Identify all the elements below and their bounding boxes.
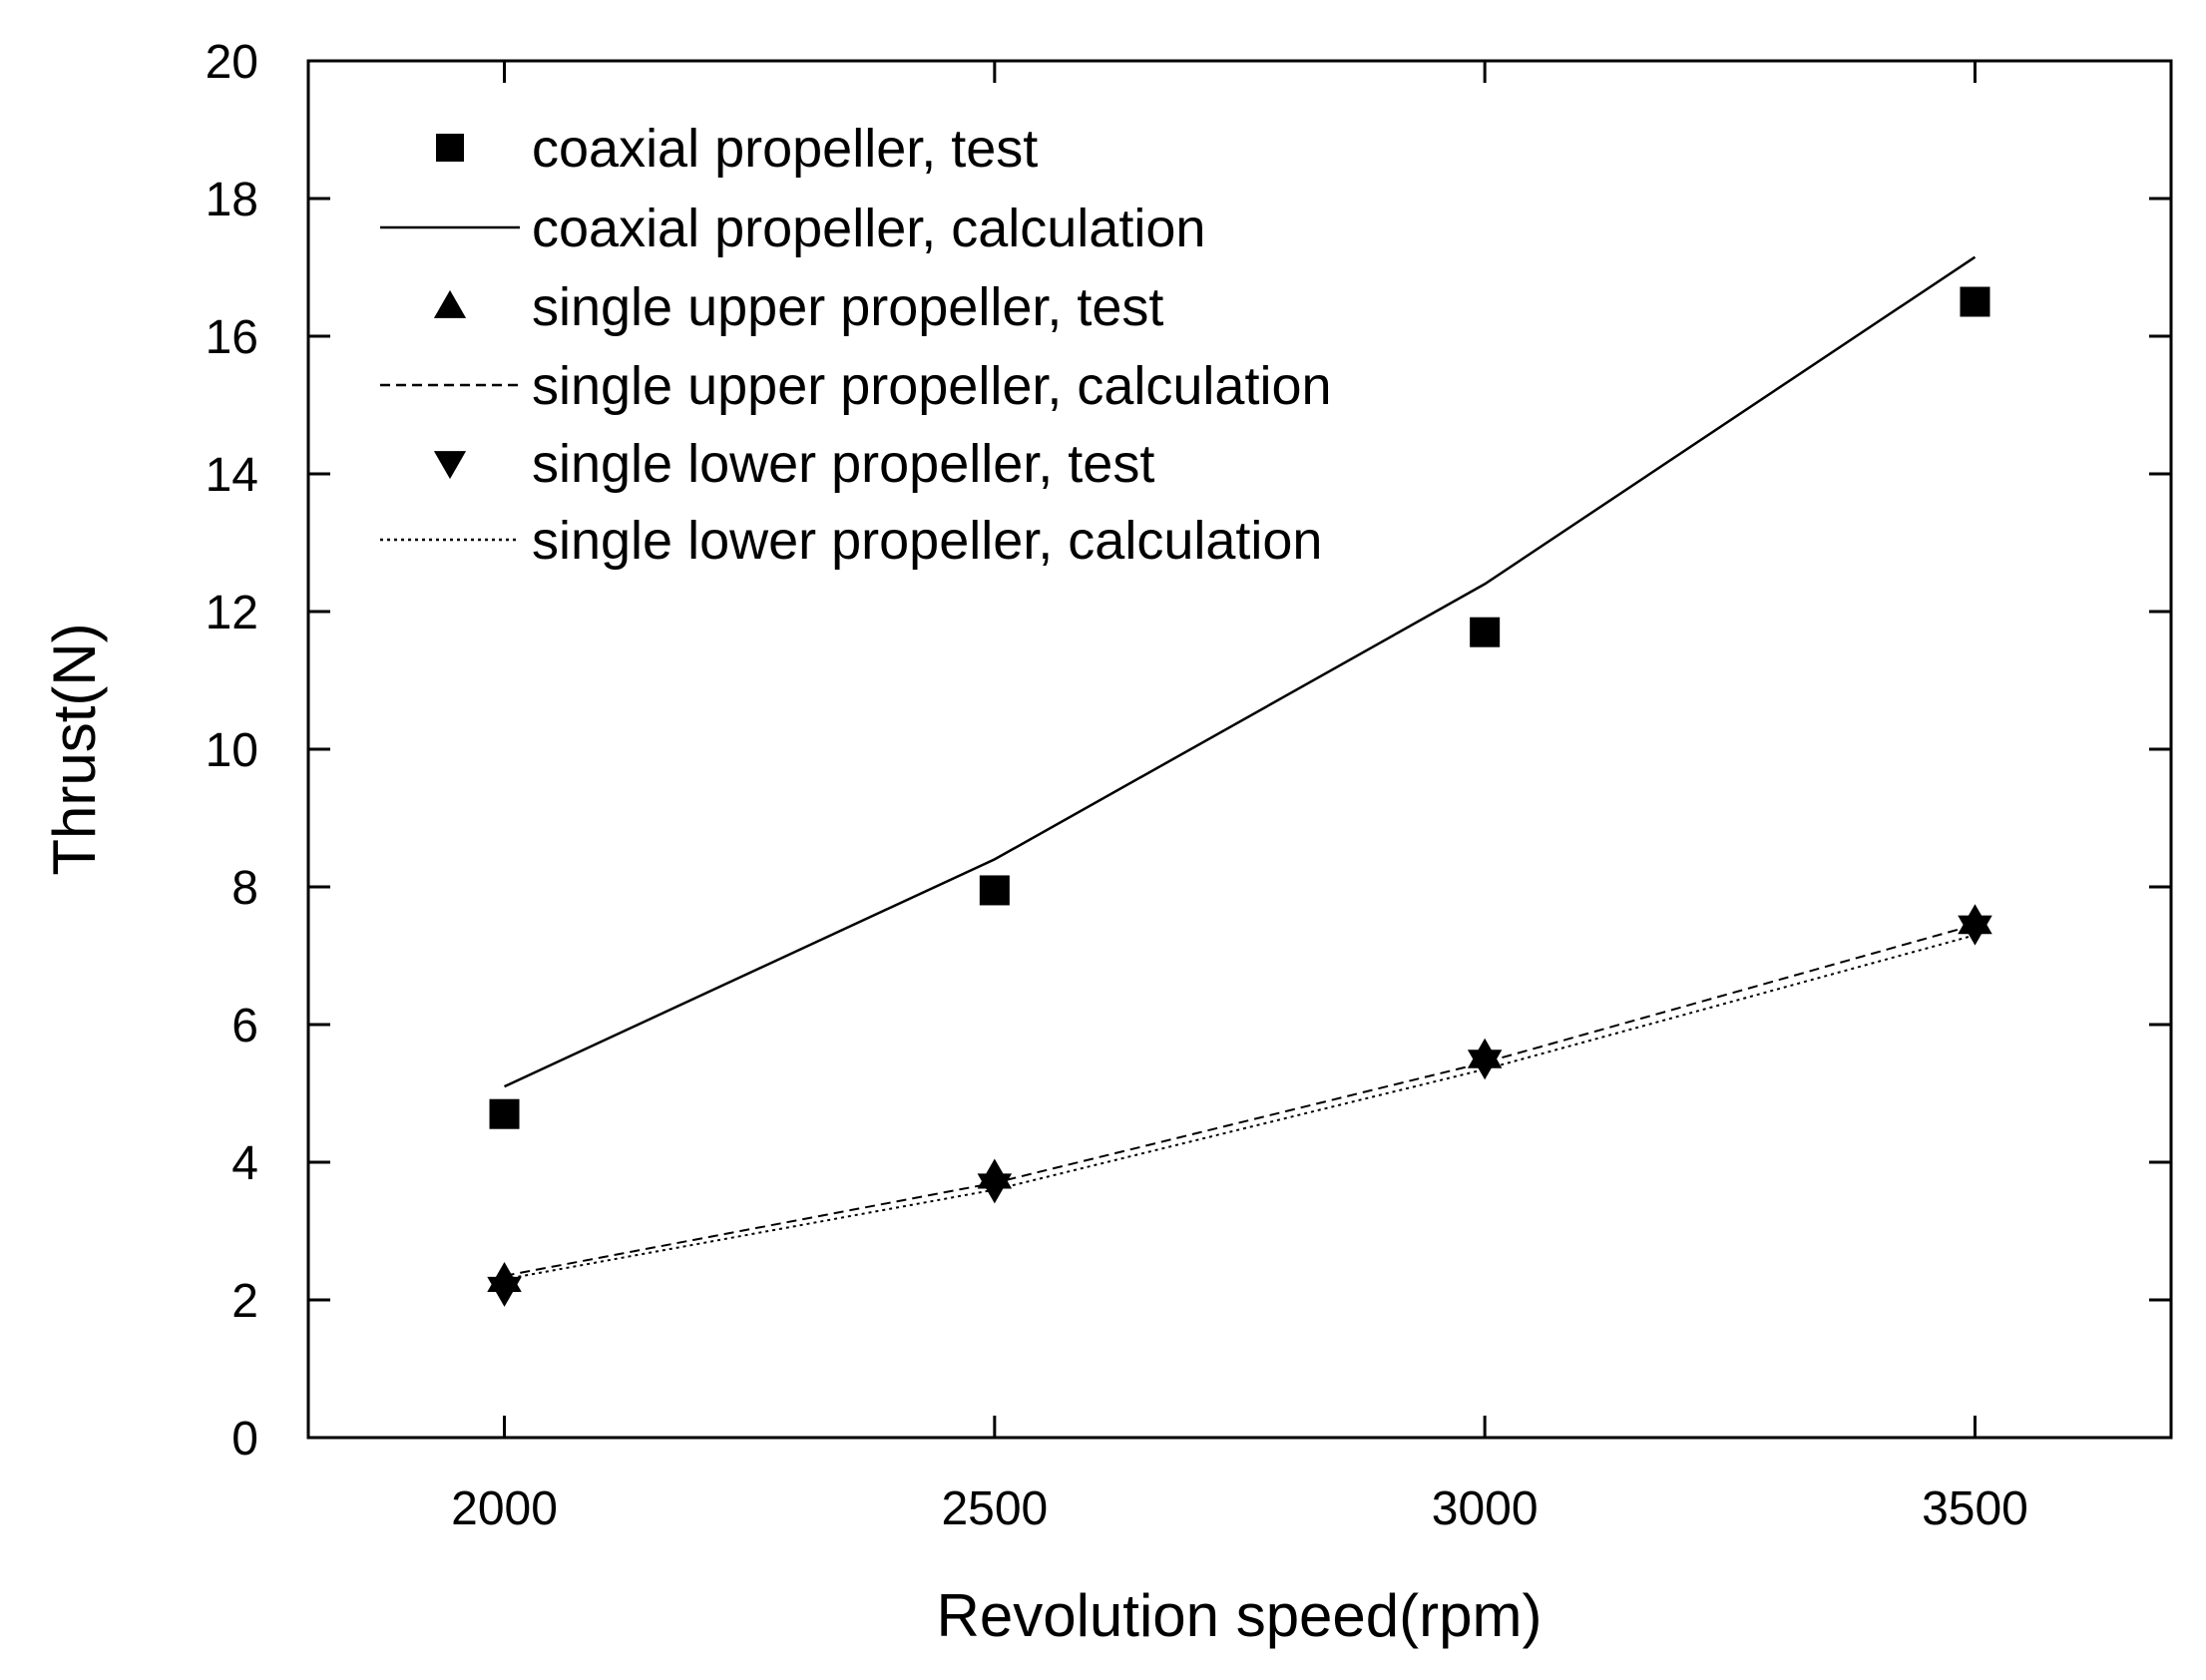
legend-label: coaxial propeller, test [532,119,1038,179]
data-point [489,1098,520,1129]
x-tick-label: 3500 [1922,1482,2028,1535]
y-tick-label: 10 [206,724,258,777]
data-point [977,1173,1013,1204]
legend-item: single upper propeller, test [433,277,1163,337]
legend-label: single lower propeller, calculation [532,511,1322,571]
legend-marker [433,451,467,480]
legend-marker [433,289,467,318]
data-point [1960,286,1990,317]
data-point [1958,915,1992,946]
series-line [504,923,1976,1277]
data-point [487,1276,522,1307]
legend-item: coaxial propeller, calculation [380,199,1205,258]
series-4-markers [487,915,1992,1307]
legend-label: coaxial propeller, calculation [532,199,1205,258]
legend-item: single upper propeller, calculation [380,356,1332,416]
legend-label: single upper propeller, calculation [532,356,1332,416]
series-3-line [504,923,1976,1277]
series-1-line [504,255,1977,1088]
legend-label: single upper propeller, test [532,277,1163,337]
data-point [1470,617,1501,647]
legend-label: single lower propeller, test [532,434,1154,494]
series-0-markers [489,286,1990,1129]
y-tick-label: 8 [231,862,258,915]
series-layer [487,255,1992,1307]
plot-frame [306,59,2173,1440]
series-line [504,255,1977,1088]
y-tick-label: 6 [231,1000,258,1052]
legend: coaxial propeller, test coaxial propeller… [380,119,1332,571]
data-point [979,875,1010,906]
axis-ticks: 0 2 4 6 8 10 12 14 16 18 20 2000 2500 3000 3500 [206,36,2171,1535]
legend-item: coaxial propeller, test [436,119,1038,179]
y-tick-label: 2 [231,1275,258,1328]
y-tick-label: 4 [231,1137,258,1190]
y-tick-label: 16 [206,311,258,364]
series-5-line [504,934,1976,1281]
legend-marker [436,134,464,162]
x-tick-label: 2000 [451,1482,558,1535]
series-line [504,934,1976,1281]
y-tick-label: 18 [206,174,258,226]
y-axis-title: Thrust(N) [41,623,108,875]
x-tick-label: 2500 [941,1482,1048,1535]
legend-item: single lower propeller, calculation [380,511,1322,571]
data-point [1467,1050,1503,1080]
series-2-markers [487,904,1992,1293]
x-axis-title: Revolution speed(rpm) [937,1582,1543,1649]
y-tick-label: 20 [206,36,258,89]
x-tick-label: 3000 [1432,1482,1539,1535]
y-tick-label: 0 [231,1413,258,1466]
y-tick-label: 12 [206,587,258,639]
y-tick-label: 14 [206,449,258,502]
legend-item: single lower propeller, test [433,434,1154,494]
